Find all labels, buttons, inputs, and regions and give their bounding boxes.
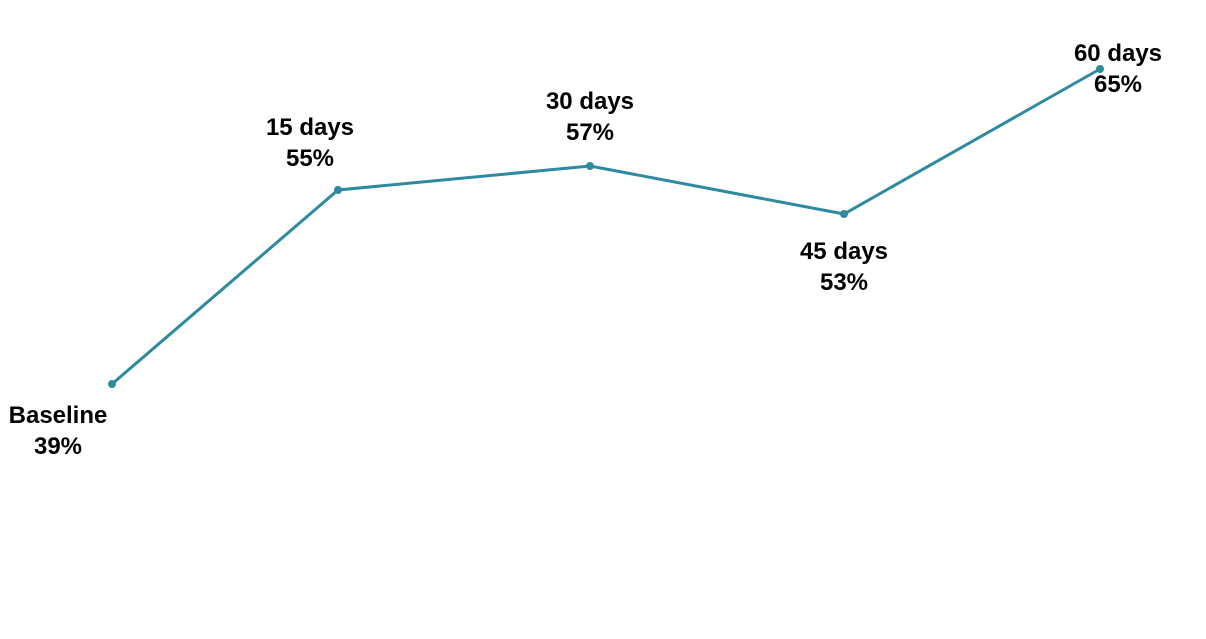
point-label: 45 days53% [800, 236, 888, 298]
point-day-label: 30 days [546, 86, 634, 117]
chart-marker [108, 380, 116, 388]
point-label: 15 days55% [266, 112, 354, 174]
point-value-label: 65% [1074, 69, 1162, 100]
point-value-label: 53% [800, 267, 888, 298]
point-day-label: Baseline [9, 400, 108, 431]
point-label: Baseline39% [9, 400, 108, 462]
point-day-label: 15 days [266, 112, 354, 143]
point-value-label: 55% [266, 143, 354, 174]
point-day-label: 45 days [800, 236, 888, 267]
chart-marker [334, 186, 342, 194]
point-value-label: 57% [546, 117, 634, 148]
point-day-label: 60 days [1074, 38, 1162, 69]
point-value-label: 39% [9, 431, 108, 462]
chart-marker [840, 210, 848, 218]
line-chart: Baseline39% 15 days55% 30 days57% 45 days53… [0, 0, 1206, 639]
point-label: 60 days65% [1074, 38, 1162, 100]
chart-marker [586, 162, 594, 170]
point-label: 30 days57% [546, 86, 634, 148]
